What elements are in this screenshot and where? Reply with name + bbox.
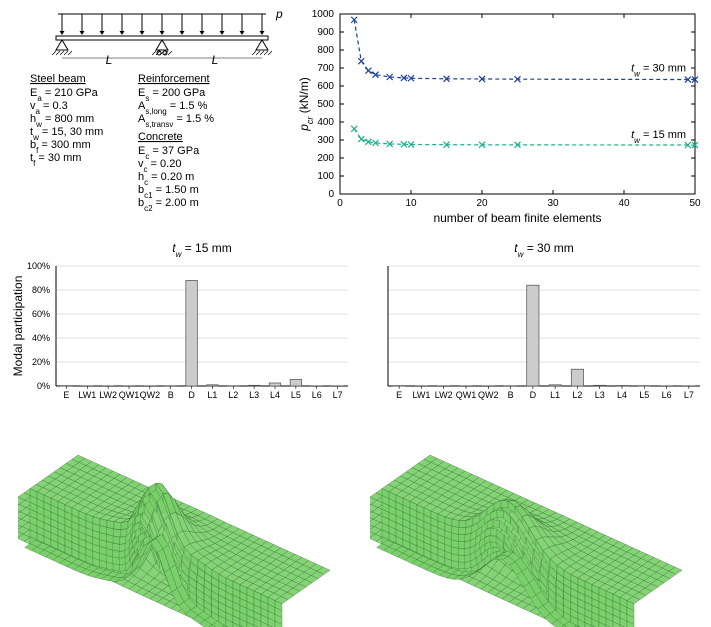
svg-text:L2: L2 bbox=[572, 390, 582, 400]
svg-text:pcr (kN/m): pcr (kN/m) bbox=[297, 77, 315, 132]
svg-text:1000: 1000 bbox=[312, 9, 335, 20]
svg-text:L4: L4 bbox=[270, 390, 280, 400]
svg-text:L4: L4 bbox=[617, 390, 627, 400]
svg-text:L: L bbox=[212, 53, 219, 67]
spec-reinf-head: Reinforcement bbox=[138, 73, 210, 85]
svg-text:50: 50 bbox=[689, 198, 701, 209]
svg-text:L: L bbox=[106, 53, 113, 67]
svg-text:E: E bbox=[63, 390, 69, 400]
svg-text:60%: 60% bbox=[32, 309, 50, 319]
svg-text:LW2: LW2 bbox=[435, 390, 453, 400]
svg-text:tf = 30 mm: tf = 30 mm bbox=[30, 152, 81, 168]
svg-text:40%: 40% bbox=[32, 333, 50, 343]
mesh-render-30mm bbox=[370, 415, 710, 627]
svg-text:20: 20 bbox=[476, 198, 488, 209]
svg-text:900: 900 bbox=[317, 27, 334, 38]
svg-text:L7: L7 bbox=[333, 390, 343, 400]
svg-text:LW1: LW1 bbox=[78, 390, 96, 400]
svg-text:700: 700 bbox=[317, 63, 334, 74]
svg-text:L6: L6 bbox=[312, 390, 322, 400]
svg-text:L3: L3 bbox=[595, 390, 605, 400]
svg-text:tw = 15 mm: tw = 15 mm bbox=[631, 129, 686, 145]
svg-text:L5: L5 bbox=[639, 390, 649, 400]
svg-text:300: 300 bbox=[317, 135, 334, 146]
spec-steel-head: Steel beam bbox=[30, 73, 86, 85]
svg-text:QW1: QW1 bbox=[456, 390, 477, 400]
svg-text:100%: 100% bbox=[27, 261, 50, 271]
svg-text:500: 500 bbox=[317, 99, 334, 110]
svg-text:B: B bbox=[168, 390, 174, 400]
svg-text:L2: L2 bbox=[228, 390, 238, 400]
svg-text:800: 800 bbox=[317, 45, 334, 56]
svg-text:QW2: QW2 bbox=[478, 390, 499, 400]
svg-text:LW1: LW1 bbox=[413, 390, 431, 400]
svg-text:400: 400 bbox=[317, 117, 334, 128]
svg-text:tw = 30 mm: tw = 30 mm bbox=[631, 63, 686, 79]
svg-text:L3: L3 bbox=[249, 390, 259, 400]
svg-text:p: p bbox=[275, 7, 283, 21]
svg-text:tw = 30 mm: tw = 30 mm bbox=[514, 241, 573, 259]
svg-text:LW2: LW2 bbox=[99, 390, 117, 400]
svg-text:600: 600 bbox=[317, 81, 334, 92]
pcr-chart: 0 100 200 300 400 500 600 700 800 900 1000 0 10 20 30 4… bbox=[290, 4, 710, 229]
svg-text:20%: 20% bbox=[32, 357, 50, 367]
svg-text:L1: L1 bbox=[207, 390, 217, 400]
svg-text:80%: 80% bbox=[32, 285, 50, 295]
svg-text:40: 40 bbox=[618, 198, 630, 209]
svg-text:QW1: QW1 bbox=[119, 390, 140, 400]
svg-text:30: 30 bbox=[547, 198, 559, 209]
mesh-render-15mm bbox=[18, 415, 358, 627]
svg-text:L7: L7 bbox=[684, 390, 694, 400]
svg-text:L5: L5 bbox=[291, 390, 301, 400]
modal-chart-15mm: tw = 15 mm 0% 20% 40% 60% 80% 100% E LW1LW2QW1QW… bbox=[8, 238, 358, 413]
svg-text:number of beam finite elements: number of beam finite elements bbox=[433, 211, 601, 225]
svg-text:L1: L1 bbox=[550, 390, 560, 400]
svg-text:D: D bbox=[530, 390, 537, 400]
svg-text:0: 0 bbox=[337, 198, 343, 209]
svg-text:L6: L6 bbox=[662, 390, 672, 400]
spec-block: Steel beam Ea = 210 GPava = 0.3hw = 800 … bbox=[18, 70, 288, 220]
svg-text:0: 0 bbox=[328, 189, 334, 200]
svg-text:100: 100 bbox=[317, 171, 334, 182]
svg-text:QW2: QW2 bbox=[140, 390, 161, 400]
svg-text:Modal participation: Modal participation bbox=[11, 276, 25, 377]
svg-text:B: B bbox=[508, 390, 514, 400]
beam-load-diagram: p L L bbox=[38, 6, 298, 68]
svg-text:10: 10 bbox=[405, 198, 417, 209]
svg-text:E: E bbox=[396, 390, 402, 400]
svg-text:0%: 0% bbox=[37, 381, 50, 391]
spec-conc-head: Concrete bbox=[138, 131, 183, 143]
svg-text:200: 200 bbox=[317, 153, 334, 164]
svg-text:tw = 15 mm: tw = 15 mm bbox=[172, 241, 231, 259]
svg-text:D: D bbox=[188, 390, 195, 400]
modal-chart-30mm: tw = 30 mm E LW1 LW2QW1QW2 B D L1 L2 L3 L4 L5 L6 L7 bbox=[360, 238, 710, 413]
